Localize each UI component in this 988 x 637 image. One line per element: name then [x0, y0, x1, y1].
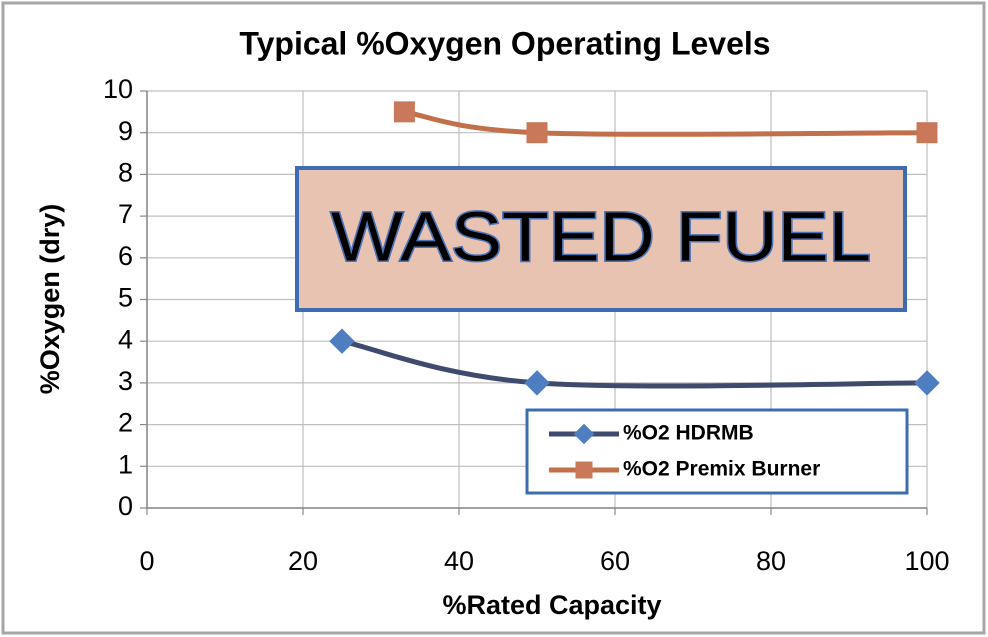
data-point [524, 370, 550, 396]
legend-label: %O2 HDRMB [623, 422, 754, 445]
y-tick-label: 6 [118, 241, 133, 271]
y-tick-label: 4 [118, 324, 133, 354]
x-tick-label: 60 [600, 546, 630, 576]
annotation-box [295, 166, 907, 312]
y-tick-label: 1 [118, 449, 133, 479]
data-point [526, 122, 548, 144]
x-tick-label: 100 [904, 546, 949, 576]
y-tick-label: 3 [118, 366, 133, 396]
y-tick-label: 9 [118, 116, 133, 146]
y-tick-label: 2 [118, 408, 133, 438]
x-axis-label: %Rated Capacity [442, 590, 661, 620]
x-tick-label: 20 [288, 546, 318, 576]
y-tick-label: 8 [118, 158, 133, 188]
y-tick-label: 7 [118, 199, 133, 229]
data-point [916, 122, 938, 144]
y-tick-label: 0 [118, 491, 133, 521]
series-line [403, 109, 928, 137]
series-line [341, 338, 928, 389]
legend-label: %O2 Premix Burner [623, 458, 820, 481]
legend-marker [575, 461, 593, 479]
y-axis-label: %Oxygen (dry) [35, 204, 65, 395]
y-tick-label: 10 [103, 74, 133, 104]
x-tick-label: 80 [756, 546, 786, 576]
data-point [329, 328, 355, 354]
legend-marker [573, 423, 595, 445]
x-tick-label: 40 [444, 546, 474, 576]
x-tick-label: 0 [139, 546, 154, 576]
chart-title: Typical %Oxygen Operating Levels [239, 25, 770, 61]
data-point [914, 370, 940, 396]
y-tick-label: 5 [118, 283, 133, 313]
annotation-text: WASTED FUEL [331, 197, 871, 275]
data-point [393, 101, 415, 123]
legend-box [525, 408, 909, 495]
